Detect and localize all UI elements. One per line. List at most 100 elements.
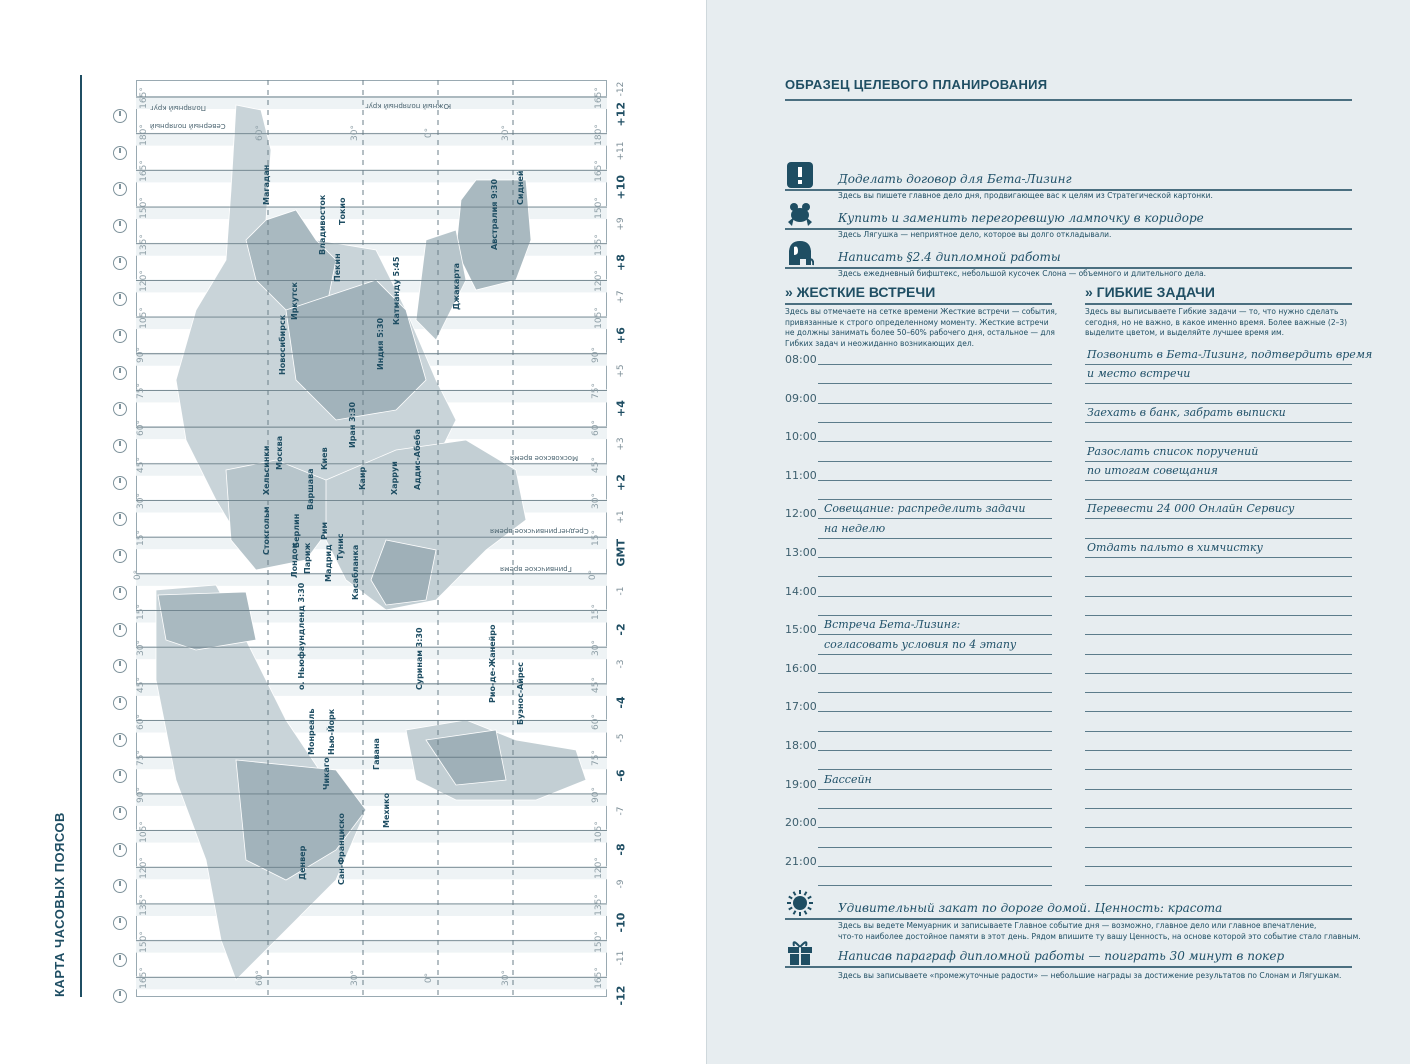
zone-band (136, 866, 607, 880)
clock-icon (113, 915, 127, 930)
task-line[interactable] (1085, 421, 1352, 423)
task-line[interactable] (1085, 595, 1352, 597)
schedule-line[interactable] (818, 383, 1052, 385)
task-line[interactable] (1085, 807, 1352, 809)
time-slot-label: 14:00 (785, 584, 817, 598)
schedule-line[interactable] (818, 672, 1052, 674)
schedule-line[interactable] (818, 634, 1052, 636)
task-line[interactable] (1085, 364, 1352, 365)
schedule-line[interactable] (818, 479, 1052, 481)
task-line[interactable] (1085, 614, 1352, 616)
clock-icon (113, 549, 127, 564)
task-line[interactable] (1085, 692, 1352, 694)
clock-icon (113, 989, 127, 1004)
schedule-line[interactable] (818, 827, 1052, 829)
schedule-line[interactable] (818, 595, 1052, 597)
schedule-line[interactable] (818, 614, 1052, 616)
schedule-line[interactable] (818, 653, 1052, 655)
task-line[interactable] (1085, 750, 1352, 751)
task-line[interactable] (1085, 827, 1352, 829)
meeting-entry[interactable]: согласовать условия по 4 этапу (824, 637, 1017, 651)
clock-icon (113, 475, 127, 490)
task-line[interactable] (1085, 479, 1352, 481)
schedule-line[interactable] (818, 692, 1052, 694)
schedule-line[interactable] (818, 421, 1052, 423)
hard-meetings-description: Гибких задач и неожиданно возникающих де… (785, 338, 974, 348)
latitude-label: 135° (593, 233, 604, 256)
latitude-label: 60° (135, 420, 146, 437)
schedule-line[interactable] (818, 730, 1052, 732)
flexible-task-entry[interactable]: Разослать список поручений (1087, 444, 1259, 458)
schedule-line[interactable] (818, 865, 1052, 867)
flexible-task-entry[interactable]: Перевести 24 000 Онлайн Сервису (1087, 502, 1295, 516)
task-line[interactable] (1085, 499, 1352, 501)
task-line[interactable] (1085, 769, 1352, 771)
meeting-entry[interactable]: Бассейн (824, 772, 872, 786)
zone-band (136, 96, 607, 109)
task-line[interactable] (1085, 441, 1352, 443)
task-line[interactable] (1085, 885, 1352, 887)
hard-meetings-description: привязанные к строго определенному момен… (785, 317, 1049, 327)
latitude-label: 30° (135, 640, 146, 657)
schedule-line[interactable] (818, 518, 1052, 520)
schedule-line[interactable] (818, 750, 1052, 751)
right-page-planning-sample (706, 0, 1410, 1064)
key-task-entry[interactable]: Написать §2.4 дипломной работы (838, 250, 1061, 264)
section-rule (785, 303, 1052, 305)
task-line[interactable] (1085, 865, 1352, 867)
schedule-line[interactable] (818, 364, 1052, 365)
task-line[interactable] (1085, 518, 1352, 520)
schedule-line[interactable] (818, 460, 1052, 462)
task-line[interactable] (1085, 653, 1352, 655)
task-line[interactable] (1085, 537, 1352, 539)
task-line[interactable] (1085, 460, 1352, 462)
clock-icon (113, 145, 127, 160)
utc-offset-label: -1 (616, 586, 626, 596)
title-rule (80, 75, 82, 997)
flexible-task-entry[interactable]: по итогам совещания (1087, 463, 1218, 477)
meeting-entry[interactable]: на неделю (824, 521, 886, 535)
flexible-task-entry[interactable]: Позвонить в Бета-Лизинг, подтвердить вре… (1087, 348, 1373, 361)
page-title: ОБРАЗЕЦ ЦЕЛЕВОГО ПЛАНИРОВАНИЯ (785, 77, 1048, 92)
key-task-entry[interactable]: Доделать договор для Бета-Лизинг (838, 172, 1072, 186)
task-line[interactable] (1085, 634, 1352, 636)
task-line[interactable] (1085, 557, 1352, 558)
schedule-line[interactable] (818, 711, 1052, 713)
memoir-entry[interactable]: Удивительный закат по дороге домой. Ценн… (838, 901, 1223, 915)
key-task-entry[interactable]: Купить и заменить перегоревшую лампочку … (838, 211, 1204, 225)
schedule-line[interactable] (818, 769, 1052, 771)
schedule-line[interactable] (818, 885, 1052, 887)
schedule-line[interactable] (818, 557, 1052, 558)
schedule-line[interactable] (818, 576, 1052, 578)
city-label: Москва (275, 435, 284, 470)
reward-entry[interactable]: Написав параграф дипломной работы — поиг… (838, 949, 1285, 963)
task-line[interactable] (1085, 730, 1352, 732)
utc-offset-label: -12 (616, 81, 626, 97)
schedule-line[interactable] (818, 807, 1052, 809)
entry-line (785, 966, 1352, 968)
schedule-line[interactable] (818, 402, 1052, 404)
task-line[interactable] (1085, 383, 1352, 385)
task-line[interactable] (1085, 846, 1352, 848)
schedule-line[interactable] (818, 788, 1052, 790)
meridian-label: 30° (500, 970, 511, 986)
schedule-line[interactable] (818, 846, 1052, 848)
task-line[interactable] (1085, 402, 1352, 404)
schedule-line[interactable] (818, 499, 1052, 501)
task-line[interactable] (1085, 672, 1352, 674)
time-slot-label: 13:00 (785, 546, 817, 559)
flexible-task-entry[interactable]: Заехать в банк, забрать выписки (1087, 405, 1286, 419)
meeting-entry[interactable]: Встреча Бета-Лизинг: (824, 618, 961, 632)
flexible-tasks-description: выделите цветом, и выделяйте лучшее врем… (1085, 328, 1285, 337)
flexible-task-entry[interactable]: и место встречи (1087, 367, 1191, 381)
utc-offset-label: +3 (616, 437, 626, 451)
task-line[interactable] (1085, 788, 1352, 790)
task-line[interactable] (1085, 576, 1352, 578)
map-frame (136, 80, 607, 997)
schedule-line[interactable] (818, 537, 1052, 539)
flexible-task-entry[interactable]: Отдать пальто в химчистку (1087, 541, 1263, 554)
clock-icon (113, 659, 127, 674)
meeting-entry[interactable]: Совещание: распределить задачи (824, 502, 1026, 516)
task-line[interactable] (1085, 711, 1352, 713)
schedule-line[interactable] (818, 441, 1052, 443)
